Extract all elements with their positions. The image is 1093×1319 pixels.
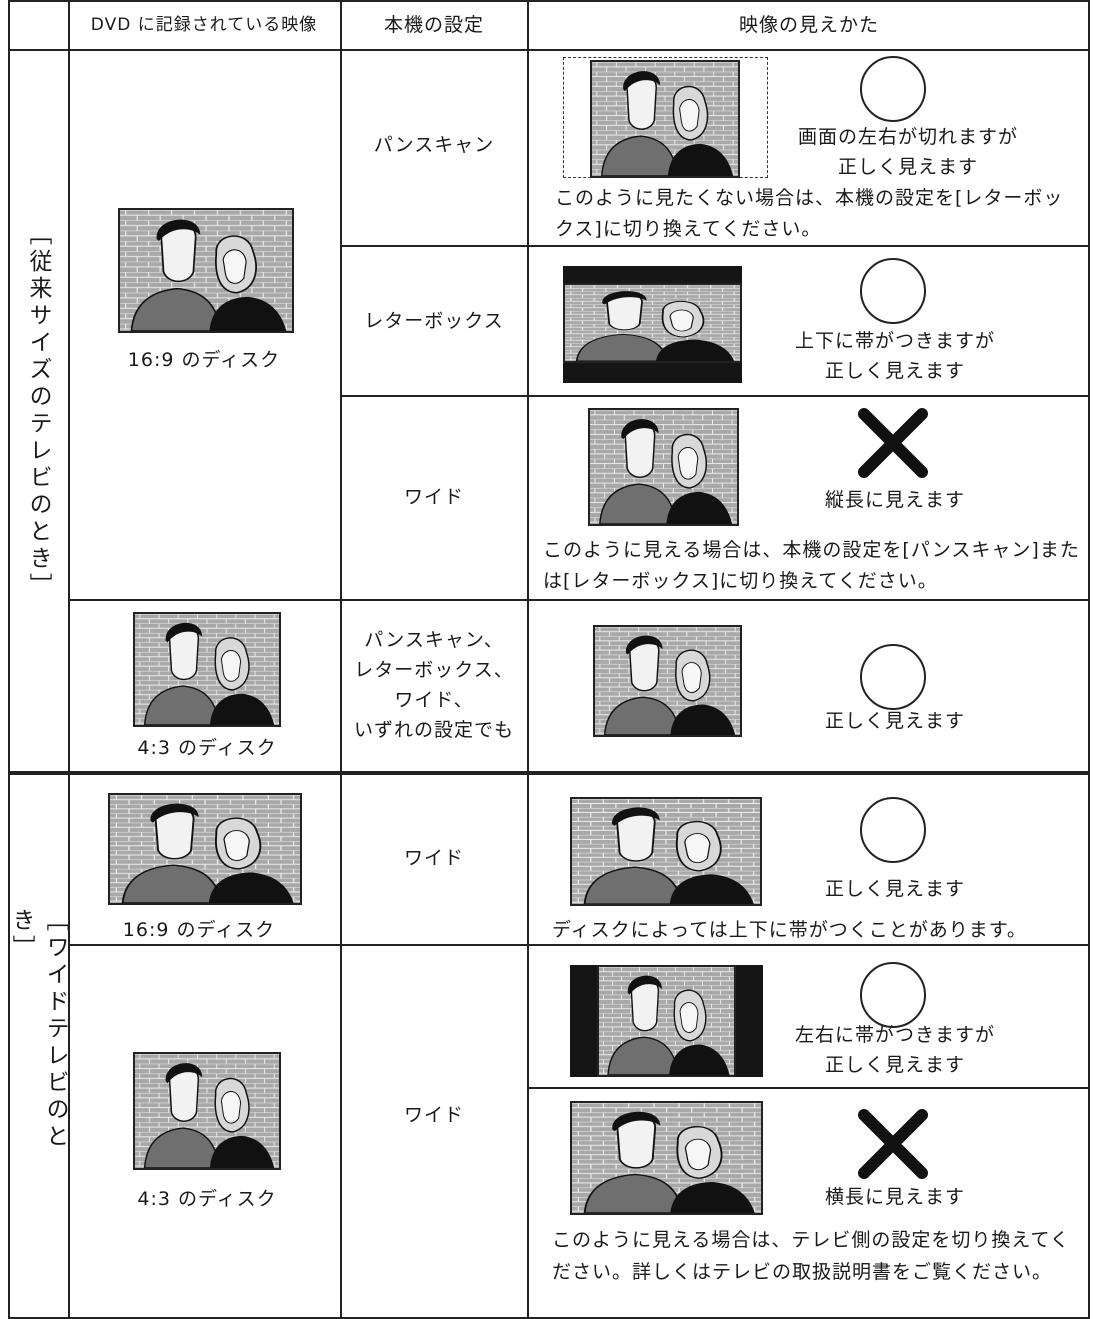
note: このように見える場合は、テレビ側の設定を切り換えてください。詳しくはテレビの取扱… bbox=[552, 1229, 1070, 1283]
section-label: ［従来サイズのテレビのとき］ bbox=[25, 222, 51, 600]
result-line: 左右に帯がつきますが bbox=[794, 1024, 996, 1046]
illustration-art bbox=[572, 1103, 761, 1213]
setting-line: ワイド bbox=[403, 847, 465, 869]
border bbox=[8, 49, 1090, 51]
setting-line: ワイド、 bbox=[394, 689, 474, 711]
illustration-art bbox=[595, 627, 740, 735]
border bbox=[68, 599, 1090, 601]
result: 横長に見えます bbox=[825, 1182, 965, 1212]
border bbox=[8, 0, 1090, 2]
border bbox=[8, 771, 1090, 775]
result: 左右に帯がつきますが 正しく見えます bbox=[795, 1020, 995, 1080]
border bbox=[527, 1087, 1090, 1089]
note: ディスクによっては上下に帯がつくことがあります。 bbox=[552, 919, 1027, 941]
border bbox=[1088, 0, 1090, 1319]
border bbox=[68, 0, 70, 1319]
ng-mark bbox=[858, 1109, 928, 1179]
illustration bbox=[108, 793, 302, 905]
column-header: DVD に記録されている映像 bbox=[90, 15, 318, 35]
illustration-art bbox=[599, 967, 734, 1075]
ok-mark bbox=[860, 56, 926, 122]
result: 正しく見えます bbox=[825, 706, 965, 736]
setting: パンスキャン bbox=[374, 130, 495, 160]
setting-line: レターボックス、 bbox=[354, 659, 514, 681]
illustration-art bbox=[592, 62, 738, 176]
ok-mark bbox=[860, 644, 926, 710]
illustration bbox=[590, 60, 740, 178]
ng-mark bbox=[858, 408, 928, 478]
disc-label: 16:9 のディスク bbox=[127, 349, 281, 371]
result-line: 正しく見えます bbox=[824, 1054, 966, 1076]
column-header: 映像の見えかた bbox=[738, 14, 880, 36]
illustration-art bbox=[565, 285, 740, 361]
illustration bbox=[593, 625, 742, 737]
border bbox=[340, 395, 1090, 397]
ok-mark bbox=[860, 962, 926, 1028]
ok-mark bbox=[860, 258, 926, 324]
illustration-art bbox=[120, 210, 292, 331]
result-line: 正しく見えます bbox=[837, 156, 979, 178]
border bbox=[8, 1317, 1090, 1319]
result-line: 上下に帯がつきますが bbox=[794, 330, 996, 352]
setting-line: パンスキャン bbox=[373, 134, 495, 156]
border bbox=[68, 944, 1090, 946]
setting: ワイド bbox=[404, 843, 464, 873]
illustration bbox=[570, 1101, 763, 1215]
section-label: ［ワイドテレビのとき］ bbox=[8, 908, 68, 1151]
disc-label: 16:9 のディスク bbox=[122, 919, 276, 941]
illustration-art bbox=[590, 410, 737, 524]
result-line: 縦長に見えます bbox=[824, 489, 966, 511]
illustration-art bbox=[135, 1054, 279, 1168]
setting-line: ワイド bbox=[403, 1104, 465, 1126]
ok-mark bbox=[860, 797, 926, 863]
illustration bbox=[133, 612, 281, 727]
result: 画面の左右が切れますが 正しく見えます bbox=[798, 122, 1018, 182]
result: 上下に帯がつきますが 正しく見えます bbox=[795, 326, 995, 386]
result: 縦長に見えます bbox=[825, 485, 965, 515]
setting-line: ワイド bbox=[403, 486, 465, 508]
border bbox=[340, 0, 342, 1319]
border bbox=[527, 0, 529, 1319]
illustration bbox=[118, 208, 294, 333]
setting: レターボックス bbox=[364, 306, 503, 336]
result-line: 正しく見えます bbox=[824, 878, 966, 900]
setting: ワイド bbox=[404, 1100, 464, 1130]
result-line: 正しく見えます bbox=[824, 360, 966, 382]
result-line: 画面の左右が切れますが bbox=[797, 126, 1019, 148]
border bbox=[8, 0, 10, 1319]
result: 正しく見えます bbox=[825, 874, 965, 904]
result-line: 正しく見えます bbox=[824, 710, 966, 732]
setting-line: レターボックス bbox=[364, 310, 504, 332]
illustration-art bbox=[110, 795, 300, 903]
illustration bbox=[597, 965, 736, 1077]
result-line: 横長に見えます bbox=[824, 1186, 966, 1208]
illustration bbox=[588, 408, 739, 526]
note: このように見える場合は、本機の設定を[パンスキャン]または[レターボックス]に切… bbox=[543, 539, 1080, 592]
illustration bbox=[570, 797, 762, 906]
setting-line: いずれの設定でも bbox=[353, 719, 515, 741]
column-header: 本機の設定 bbox=[383, 14, 485, 36]
illustration-art bbox=[135, 614, 279, 725]
setting: パンスキャン、 レターボックス、 ワイド、 いずれの設定でも bbox=[354, 625, 514, 745]
note: このように見たくない場合は、本機の設定を[レターボックス]に切り換えてください。 bbox=[555, 187, 1064, 240]
illustration-art bbox=[572, 799, 760, 904]
setting-line: パンスキャン、 bbox=[364, 629, 504, 651]
setting: ワイド bbox=[404, 482, 464, 512]
border bbox=[340, 245, 1090, 247]
disc-label: 4:3 のディスク bbox=[137, 1188, 277, 1210]
illustration bbox=[133, 1052, 281, 1170]
illustration bbox=[563, 283, 742, 363]
disc-label: 4:3 のディスク bbox=[137, 737, 277, 759]
